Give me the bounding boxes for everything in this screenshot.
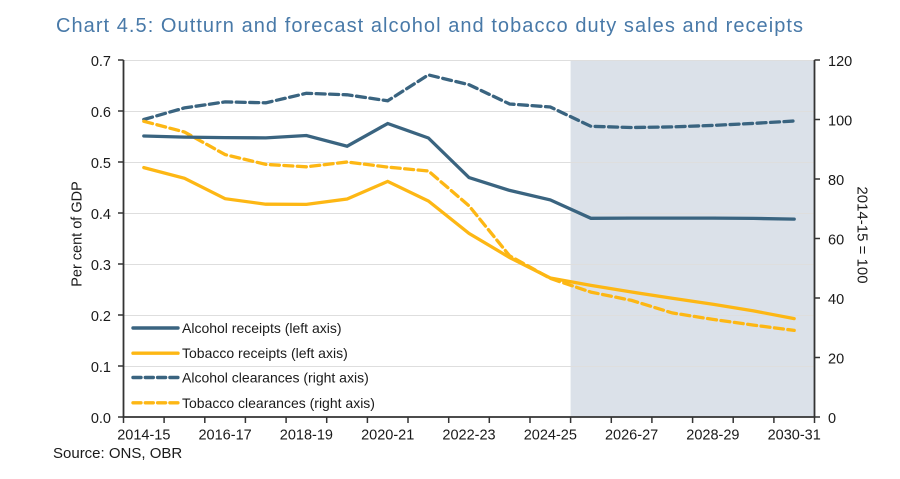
svg-text:0: 0 <box>828 411 836 427</box>
svg-text:2022-23: 2022-23 <box>442 428 495 444</box>
svg-text:0.1: 0.1 <box>91 360 111 376</box>
svg-text:2018-19: 2018-19 <box>280 428 333 444</box>
svg-text:Tobacco clearances (right axis: Tobacco clearances (right axis) <box>182 395 375 411</box>
svg-text:Per cent of GDP: Per cent of GDP <box>70 181 86 287</box>
svg-text:Alcohol receipts (left axis): Alcohol receipts (left axis) <box>182 320 342 336</box>
svg-text:2026-27: 2026-27 <box>605 428 658 444</box>
svg-text:2028-29: 2028-29 <box>686 428 739 444</box>
svg-text:Source: ONS, OBR: Source: ONS, OBR <box>53 445 182 462</box>
svg-text:100: 100 <box>828 114 852 130</box>
svg-text:2024-25: 2024-25 <box>524 428 577 444</box>
svg-text:60: 60 <box>828 233 844 249</box>
svg-text:2030-31: 2030-31 <box>768 428 821 444</box>
svg-text:0.3: 0.3 <box>91 258 111 274</box>
svg-text:80: 80 <box>828 173 844 189</box>
svg-text:20: 20 <box>828 352 844 368</box>
svg-text:0.7: 0.7 <box>91 54 111 70</box>
svg-text:2014-15: 2014-15 <box>117 428 170 444</box>
svg-text:40: 40 <box>828 292 844 308</box>
svg-text:2016-17: 2016-17 <box>198 428 251 444</box>
svg-text:2014-15 = 100: 2014-15 = 100 <box>854 186 871 283</box>
svg-text:0.0: 0.0 <box>91 411 111 427</box>
svg-text:Tobacco receipts (left axis): Tobacco receipts (left axis) <box>182 345 348 361</box>
svg-text:Alcohol clearances (right axis: Alcohol clearances (right axis) <box>182 370 369 386</box>
svg-text:0.2: 0.2 <box>91 309 111 325</box>
svg-text:0.6: 0.6 <box>91 105 111 121</box>
svg-text:120: 120 <box>828 54 852 70</box>
svg-text:0.5: 0.5 <box>91 156 111 172</box>
svg-text:2020-21: 2020-21 <box>361 428 414 444</box>
svg-text:0.4: 0.4 <box>91 207 111 223</box>
